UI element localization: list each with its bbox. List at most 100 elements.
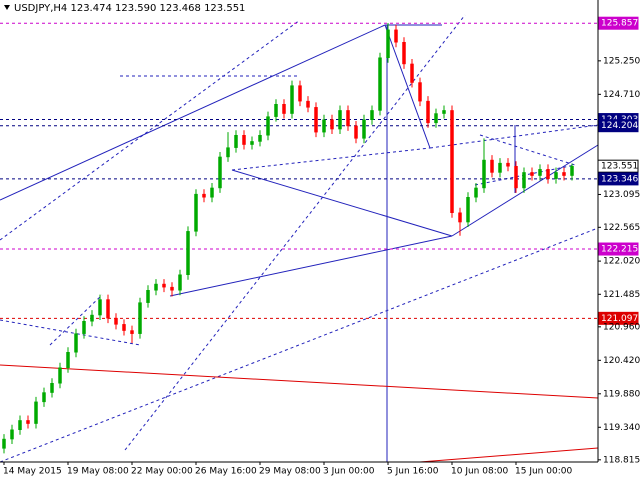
candle-body [450, 110, 454, 213]
candle-body [458, 212, 462, 223]
candle-body [410, 63, 414, 83]
channel-line [0, 19, 301, 241]
candle-body [266, 116, 270, 136]
candle-body [402, 41, 406, 65]
candle-body [42, 392, 46, 403]
level-label: 124.204 [601, 121, 638, 131]
x-tick-label: 29 May 08:00 [259, 467, 321, 477]
candle-body [178, 274, 182, 291]
candle-body [314, 107, 318, 133]
y-tick-label: 120.420 [603, 356, 640, 366]
candle-body [202, 193, 206, 198]
candle-body [354, 125, 358, 139]
candle-body [250, 141, 254, 145]
candle-body [50, 383, 54, 393]
trend-lines [0, 14, 599, 463]
candle-body [82, 321, 86, 334]
level-label: 121.097 [601, 314, 638, 324]
candle-body [474, 187, 478, 198]
y-tick-label: 122.020 [603, 257, 640, 267]
candle-body [146, 290, 150, 303]
candle-body [298, 85, 302, 102]
candle-body [514, 165, 518, 189]
channel-line [124, 14, 466, 451]
candle-body [362, 119, 366, 139]
candle-body [538, 169, 542, 176]
candle-body [122, 324, 126, 331]
candle-body [346, 110, 350, 127]
x-tick-label: 5 Jun 16:00 [387, 467, 439, 477]
candle-body [418, 82, 422, 102]
candle-body [322, 119, 326, 133]
trend-line [0, 364, 599, 399]
x-tick-label: 19 May 08:00 [67, 467, 129, 477]
candle-body [482, 159, 486, 189]
candle-body [138, 302, 142, 334]
candle-body [74, 333, 78, 353]
trend-line [384, 24, 431, 149]
candle-body [234, 134, 238, 148]
candle-body [434, 113, 438, 124]
candle-body [370, 110, 374, 120]
x-tick-label: 15 Jun 00:00 [515, 467, 572, 477]
candle-body [242, 134, 246, 145]
candle-body [498, 162, 502, 173]
candle-body [466, 196, 470, 223]
candle-body [386, 29, 390, 58]
y-tick-label: 120.960 [603, 322, 640, 332]
x-tick-label: 3 Jun 00:00 [323, 467, 375, 477]
level-label: 125.857 [601, 19, 638, 29]
dotted-line [49, 294, 103, 346]
candle-body [338, 110, 342, 130]
candle-body [58, 367, 62, 384]
y-tick-label: 125.250 [603, 56, 640, 66]
candles [2, 23, 574, 454]
trend-line [231, 169, 453, 237]
candle-body [378, 57, 382, 111]
level-label: 123.346 [601, 174, 638, 184]
candle-body [562, 172, 566, 176]
y-tick-label: 118.815 [603, 455, 640, 465]
y-tick-label: 124.710 [603, 90, 640, 100]
y-tick-label: 119.880 [603, 389, 640, 399]
candle-body [442, 110, 446, 114]
level-label: 122.215 [601, 245, 638, 255]
candle-body [490, 159, 494, 173]
candle-body [162, 283, 166, 288]
trend-line [419, 447, 599, 463]
dotted-line [479, 134, 576, 166]
candle-body [26, 420, 30, 424]
candle-body [194, 193, 198, 232]
candle-body [506, 162, 510, 167]
y-tick-label: 122.565 [603, 223, 640, 233]
dotted-line [429, 124, 599, 149]
candle-body [34, 401, 38, 424]
candle-body [570, 165, 574, 176]
candle-body [226, 147, 230, 158]
chart-title: USDJPY,H4 123.474 123.590 123.468 123.55… [14, 3, 245, 14]
menu-triangle[interactable] [4, 5, 10, 10]
y-tick-label: 119.340 [603, 423, 640, 433]
trend-line [0, 24, 386, 201]
candle-body [554, 172, 558, 179]
candle-body [210, 187, 214, 198]
candle-body [66, 352, 70, 369]
x-tick-label: 14 May 2015 [3, 467, 62, 477]
y-tick-label: 123.095 [603, 190, 640, 200]
trend-line [169, 235, 453, 297]
candle-body [114, 317, 118, 325]
channel-line [0, 227, 599, 463]
candle-body [130, 330, 134, 334]
candle-body [306, 100, 310, 108]
x-tick-label: 10 Jun 08:00 [451, 467, 508, 477]
candle-body [218, 156, 222, 189]
candle-body [90, 314, 94, 322]
candle-body [282, 103, 286, 114]
candle-body [330, 119, 334, 130]
candle-body [426, 100, 430, 124]
candle-body [106, 299, 110, 319]
candle-body [18, 420, 22, 431]
